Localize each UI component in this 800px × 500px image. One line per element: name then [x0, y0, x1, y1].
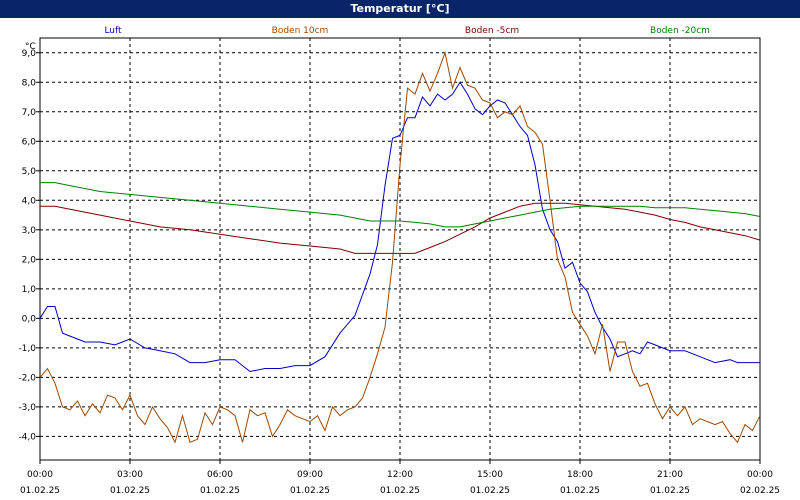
y-axis-unit: °C [25, 42, 36, 52]
series-line-boden-10cm [39, 50, 761, 444]
x-tick-date: 01.02.25 [650, 486, 690, 496]
x-tick-date: 01.02.25 [200, 486, 240, 496]
y-tick-label: 9,0 [22, 49, 37, 59]
y-tick-label: 4,0 [22, 196, 37, 206]
y-tick-label: -3,0 [18, 403, 36, 413]
y-tick-label: 1,0 [22, 285, 37, 295]
x-tick-time: 21:00 [657, 470, 683, 480]
y-tick-label: 6,0 [22, 137, 37, 147]
chart-title: Temperatur [°C] [350, 2, 450, 15]
x-tick-date: 01.02.25 [470, 486, 510, 496]
x-tick-time: 18:00 [567, 470, 593, 480]
y-tick-label: 5,0 [22, 167, 37, 177]
y-tick-label: 0,0 [22, 314, 37, 324]
x-tick-date: 01.02.25 [380, 486, 420, 496]
series-lines [39, 50, 761, 444]
legend-item: Luft [104, 26, 122, 36]
y-axis-ticks: 9,0 8,0 7,0 6,0 5,0 4,0 3,0 2,0 1,0 0,0 -1,0 -2,0 -3… [18, 49, 40, 442]
legend-item: Boden -5cm [465, 26, 519, 36]
chart-title-bar: Temperatur [°C] [0, 0, 800, 18]
y-tick-label: -2,0 [18, 373, 36, 383]
grid-lines [40, 38, 760, 460]
x-tick-date: 02.02.25 [740, 486, 780, 496]
x-tick-time: 00:00 [747, 470, 773, 480]
x-tick-time: 00:00 [27, 470, 53, 480]
series-line-boden-20cm [40, 182, 761, 228]
y-tick-label: 3,0 [22, 226, 37, 236]
x-tick-time: 06:00 [207, 470, 233, 480]
x-tick-date: 01.02.25 [20, 486, 60, 496]
y-tick-label: -1,0 [18, 344, 36, 354]
x-tick-time: 09:00 [297, 470, 323, 480]
series-line-boden-5cm [40, 202, 761, 254]
x-tick-date: 01.02.25 [290, 486, 330, 496]
legend: Luft Boden 10cm Boden -5cm Boden -20cm [104, 26, 710, 36]
y-tick-label: -4,0 [18, 432, 36, 442]
legend-item: Boden 10cm [272, 26, 329, 36]
y-tick-label: 8,0 [22, 78, 37, 88]
x-tick-date: 01.02.25 [110, 486, 150, 496]
x-tick-time: 15:00 [477, 470, 503, 480]
legend-item: Boden -20cm [650, 26, 710, 36]
x-tick-time: 12:00 [387, 470, 413, 480]
y-tick-label: 7,0 [22, 108, 37, 118]
x-axis-ticks: 00:00 01.02.25 03:00 01.02.25 06:00 01.02.25 0… [20, 460, 780, 496]
y-tick-label: 2,0 [22, 255, 37, 265]
x-tick-time: 03:00 [117, 470, 143, 480]
series-line-luft [39, 81, 760, 373]
x-tick-date: 01.02.25 [560, 486, 600, 496]
